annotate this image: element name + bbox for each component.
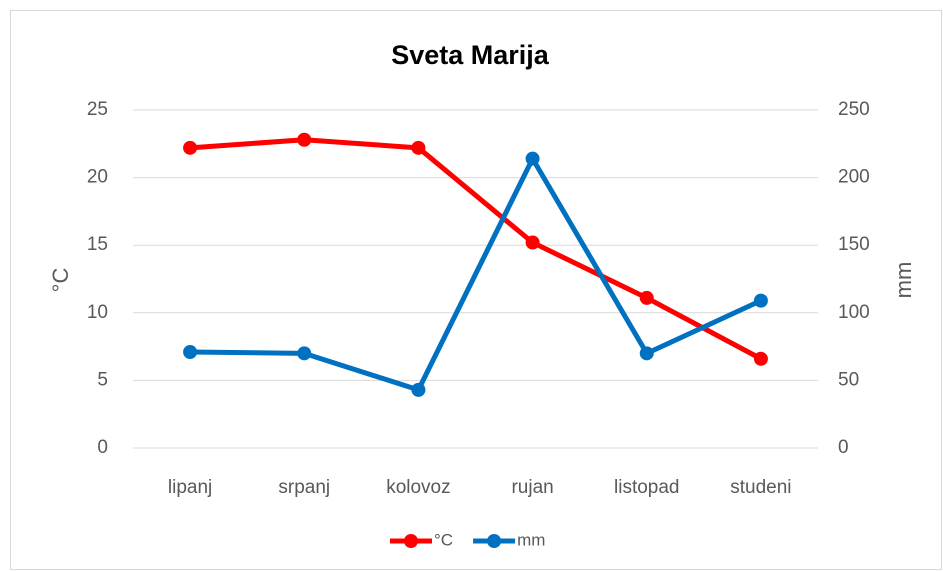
y-tick-label: 15 (87, 234, 108, 255)
y2-axis-label: mm (891, 262, 916, 299)
y-tick-label: 10 (87, 302, 108, 323)
y-tick-label: 5 (97, 369, 108, 390)
y2-tick-label: 200 (838, 167, 870, 188)
point (525, 151, 540, 166)
point (183, 345, 198, 360)
series-line (190, 156, 762, 393)
x-tick-label: lipanj (168, 477, 212, 498)
x-tick-label: srpanj (278, 477, 330, 498)
point (411, 382, 426, 397)
y2-tick-label: 250 (838, 99, 870, 120)
legend-marker (404, 534, 418, 548)
y2-tick-label: 100 (838, 302, 870, 323)
point (411, 140, 426, 155)
x-tick-label: listopad (614, 477, 680, 498)
point (753, 293, 768, 308)
series-line (189, 137, 763, 361)
y2-tick-label: 150 (838, 234, 870, 255)
y2-tick-label: 0 (838, 437, 849, 458)
point (183, 140, 198, 155)
y-tick-label: 20 (87, 167, 108, 188)
y-tick-label: 0 (97, 437, 108, 458)
y-tick-label: 25 (87, 99, 108, 120)
point (297, 132, 312, 147)
x-tick-label: kolovoz (386, 477, 450, 498)
legend-label: mm (517, 530, 545, 549)
y2-tick-label: 50 (838, 369, 859, 390)
point (753, 351, 768, 366)
point (639, 290, 654, 305)
y-axis-label: °C (48, 268, 73, 293)
chart-frame (10, 10, 942, 570)
legend-marker (487, 534, 502, 548)
point (297, 346, 312, 361)
point (525, 235, 540, 250)
point (639, 346, 654, 361)
x-tick-label: rujan (511, 477, 553, 498)
x-tick-label: studeni (730, 477, 791, 498)
legend-label: °C (434, 530, 453, 549)
chart-title: Sveta Marija (391, 40, 550, 70)
